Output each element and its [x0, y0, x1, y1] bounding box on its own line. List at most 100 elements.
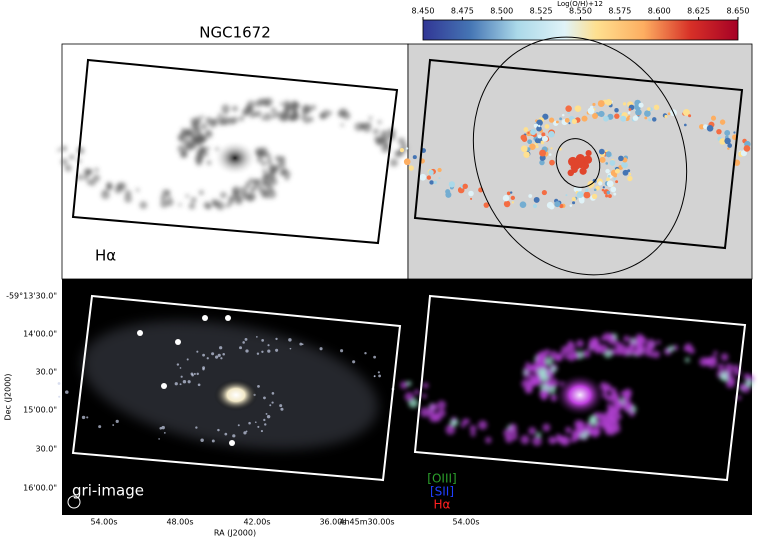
star: [289, 347, 292, 350]
emission-blob: [422, 382, 429, 389]
emission-blob: [179, 151, 188, 159]
emission-blob: [713, 350, 718, 356]
hii-region: [598, 181, 603, 186]
hii-region: [511, 201, 514, 204]
hii-region: [652, 117, 657, 122]
emission-blob: [264, 152, 268, 156]
star: [187, 380, 191, 384]
emission-blob: [300, 115, 305, 120]
emission-blob: [203, 201, 211, 209]
star: [340, 349, 344, 353]
star: [179, 367, 182, 369]
emission-blob: [536, 432, 542, 438]
hii-region: [437, 167, 442, 173]
emission-blob: [520, 435, 530, 445]
y-tick-label: -59°13'30.0": [6, 292, 57, 301]
emission-blob: [289, 115, 296, 122]
emission-blob: [262, 179, 272, 188]
hii-region: [433, 180, 437, 185]
hii-region: [574, 105, 582, 112]
emission-blob: [265, 153, 272, 159]
colorbar-tick-label: 8.650: [727, 7, 750, 16]
emission-blob: [478, 420, 488, 430]
hii-region: [438, 177, 441, 180]
x-axis-label: RA (J2000): [214, 529, 256, 537]
emission-blob: [165, 198, 174, 207]
x-tick-label: 36.00s: [319, 518, 346, 527]
hii-region: [538, 124, 541, 128]
emission-blob: [668, 345, 675, 352]
emission-blob: [254, 99, 262, 108]
emission-blob: [303, 116, 311, 124]
hii-region: [567, 111, 570, 114]
hii-region: [607, 113, 614, 120]
emission-blob: [308, 116, 314, 122]
emission-blob: [437, 408, 446, 418]
emission-blob: [245, 104, 252, 111]
emission-blob: [600, 335, 606, 342]
hii-region: [569, 204, 573, 207]
hii-region: [579, 167, 587, 175]
hii-region: [605, 194, 609, 198]
emission-blob: [447, 424, 452, 429]
emission-blob: [428, 403, 438, 412]
hii-region: [635, 108, 642, 116]
hii-region: [613, 192, 617, 196]
star: [217, 428, 220, 432]
hii-region: [644, 116, 648, 120]
emission-blob: [624, 402, 634, 411]
emission-blob: [342, 111, 351, 120]
colorbar-label: Log(O/H)+12: [557, 0, 603, 8]
hii-region: [653, 104, 660, 111]
emission-blob: [576, 339, 584, 348]
x-tick-label: 48.00s: [166, 518, 193, 527]
emission-blob: [227, 117, 235, 125]
hii-region: [509, 191, 513, 194]
star: [186, 358, 189, 361]
star: [159, 427, 163, 430]
hii-region: [540, 140, 545, 145]
emission-blob: [745, 379, 753, 388]
emission-blob: [139, 201, 148, 209]
emission-blob: [567, 340, 574, 347]
colorbar-tick-label: 8.500: [490, 7, 513, 16]
hii-region: [575, 154, 585, 164]
emission-blob: [550, 366, 557, 373]
emission-blob: [252, 179, 262, 188]
emission-blob: [177, 134, 184, 141]
emission-blob: [205, 116, 212, 124]
star: [319, 347, 323, 351]
x-tick-label: 4h45m30.00s: [339, 518, 394, 527]
star: [373, 375, 376, 378]
hii-region: [548, 117, 555, 123]
hii-region: [625, 170, 629, 174]
emission-blob: [206, 160, 212, 166]
emission-blob: [539, 389, 549, 399]
emission-blob: [608, 414, 616, 423]
emission-blob: [639, 336, 647, 344]
star: [352, 360, 356, 364]
emission-blob: [190, 196, 197, 203]
star: [161, 383, 167, 389]
emission-blob: [672, 344, 679, 351]
hii-region: [506, 191, 511, 196]
emission-blob: [272, 169, 277, 174]
hii-region: [599, 156, 606, 163]
emission-blob: [57, 148, 61, 152]
hii-region: [698, 124, 705, 130]
hii-region: [627, 111, 631, 115]
hii-region: [548, 131, 555, 138]
galaxy-core: [213, 140, 257, 176]
star: [137, 330, 143, 336]
hii-region: [614, 168, 621, 174]
hii-region: [609, 160, 616, 166]
star: [275, 337, 278, 341]
emission-blob: [92, 174, 101, 182]
colorbar-tick-label: 8.475: [451, 7, 474, 16]
hii-region: [483, 202, 490, 208]
emission-blob: [118, 182, 127, 191]
star: [206, 357, 209, 360]
emission-blob: [192, 122, 200, 130]
star: [264, 423, 267, 426]
star: [248, 421, 251, 425]
